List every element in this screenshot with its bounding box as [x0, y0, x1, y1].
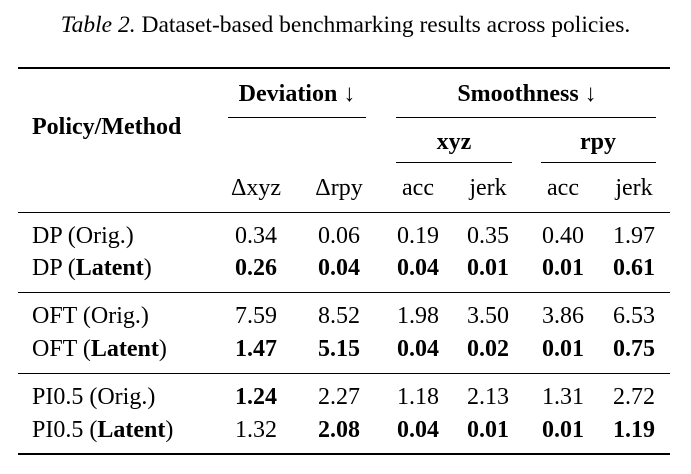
cell-rpy-jerk: 1.19 [613, 417, 655, 443]
col-header-xyz-acc: acc [402, 175, 434, 201]
cell-rpy-acc: 0.01 [542, 336, 584, 362]
bottom-rule [18, 453, 670, 455]
header-rule [18, 212, 670, 213]
cell-xyz-jerk: 0.01 [467, 255, 509, 281]
method-variant: Orig. [75, 223, 126, 249]
cell-delta-rpy: 0.06 [318, 223, 360, 249]
method-close-paren: ) [140, 303, 149, 329]
method-close-paren: ) [158, 336, 167, 362]
cell-delta-rpy: 8.52 [318, 303, 360, 329]
cell-delta-rpy: 5.15 [318, 336, 360, 362]
cell-xyz-jerk: 0.35 [467, 223, 509, 249]
header-rpy: rpy [580, 129, 616, 155]
top-rule [18, 67, 670, 69]
cell-xyz-acc: 1.18 [397, 384, 439, 410]
method-name: DP ( [32, 255, 76, 281]
row-label: PI0.5 (Latent) [32, 418, 173, 442]
header-xyz: xyz [436, 129, 472, 155]
cell-delta-xyz: 1.47 [235, 336, 277, 362]
cell-rpy-acc: 0.01 [542, 255, 584, 281]
cell-xyz-acc: 1.98 [397, 303, 439, 329]
method-variant: Latent [90, 336, 159, 362]
caption-label: Table 2. [60, 12, 136, 38]
cell-xyz-acc: 0.04 [397, 255, 439, 281]
cell-rpy-jerk: 1.97 [613, 223, 655, 249]
method-name: PI0.5 ( [32, 417, 98, 443]
row-label: OFT (Latent) [32, 337, 167, 361]
cell-rpy-jerk: 2.72 [613, 384, 655, 410]
deviation-underline [228, 117, 366, 118]
cell-delta-xyz: 1.24 [235, 384, 277, 410]
cell-xyz-acc: 0.04 [397, 336, 439, 362]
row-label: DP (Orig.) [32, 224, 134, 248]
method-variant: Orig. [97, 384, 148, 410]
col-header-rpy-jerk: jerk [615, 175, 653, 201]
method-variant: Latent [97, 417, 166, 443]
col-header-rpy-acc: acc [547, 175, 579, 201]
cell-delta-xyz: 0.26 [235, 255, 277, 281]
cell-rpy-acc: 0.40 [542, 223, 584, 249]
cell-rpy-acc: 3.86 [542, 303, 584, 329]
table-caption: Table 2. Dataset-based benchmarking resu… [0, 12, 691, 39]
cell-delta-xyz: 7.59 [235, 303, 277, 329]
col-header-delta-xyz: Δxyz [230, 175, 282, 201]
col-header-delta-rpy: Δrpy [315, 175, 363, 201]
method-name: DP ( [32, 223, 76, 249]
caption-text: Dataset-based benchmarking results acros… [141, 12, 631, 38]
method-variant: Orig. [90, 303, 141, 329]
cell-rpy-jerk: 6.53 [613, 303, 655, 329]
cell-xyz-jerk: 0.01 [467, 417, 509, 443]
method-name: OFT ( [32, 303, 91, 329]
cell-delta-rpy: 2.27 [318, 384, 360, 410]
row-label: DP (Latent) [32, 256, 152, 280]
method-close-paren: ) [143, 255, 152, 281]
cell-xyz-jerk: 3.50 [467, 303, 509, 329]
method-close-paren: ) [147, 384, 156, 410]
group-rule-1 [18, 292, 670, 293]
cell-rpy-jerk: 0.61 [613, 255, 655, 281]
method-name: PI0.5 ( [32, 384, 98, 410]
cell-rpy-jerk: 0.75 [613, 336, 655, 362]
xyz-underline [396, 162, 512, 163]
cell-delta-xyz: 0.34 [235, 223, 277, 249]
cell-delta-rpy: 0.04 [318, 255, 360, 281]
rpy-underline [541, 162, 656, 163]
col-header-xyz-jerk: jerk [469, 175, 507, 201]
cell-xyz-jerk: 2.13 [467, 384, 509, 410]
header-policy: Policy/Method [32, 114, 182, 140]
cell-delta-xyz: 1.32 [235, 417, 277, 443]
row-label: OFT (Orig.) [32, 304, 149, 328]
cell-delta-rpy: 2.08 [318, 417, 360, 443]
method-variant: Latent [75, 255, 144, 281]
cell-xyz-jerk: 0.02 [467, 336, 509, 362]
cell-rpy-acc: 0.01 [542, 417, 584, 443]
method-close-paren: ) [165, 417, 174, 443]
header-deviation: Deviation ↓ [238, 81, 356, 107]
cell-xyz-acc: 0.19 [397, 223, 439, 249]
header-smoothness: Smoothness ↓ [457, 81, 597, 107]
group-rule-2 [18, 373, 670, 374]
method-close-paren: ) [125, 223, 134, 249]
smoothness-underline [396, 117, 656, 118]
cell-rpy-acc: 1.31 [542, 384, 584, 410]
method-name: OFT ( [32, 336, 91, 362]
row-label: PI0.5 (Orig.) [32, 385, 155, 409]
cell-xyz-acc: 0.04 [397, 417, 439, 443]
